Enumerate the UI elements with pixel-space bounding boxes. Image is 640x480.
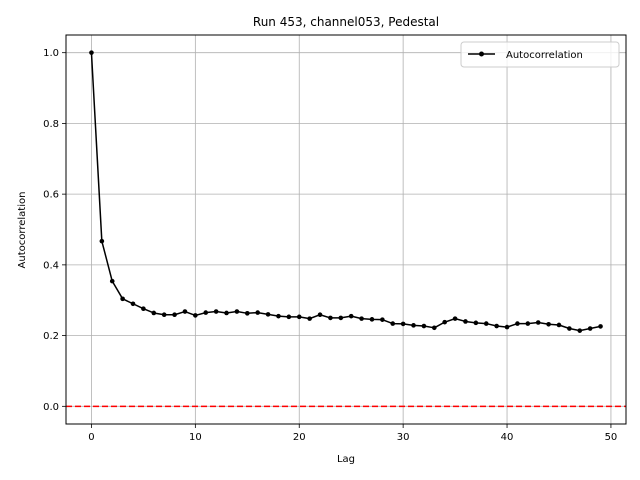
data-point bbox=[276, 313, 281, 319]
data-point bbox=[244, 311, 250, 316]
data-point bbox=[141, 306, 146, 312]
data-point bbox=[546, 321, 551, 327]
data-point bbox=[317, 312, 323, 318]
data-point bbox=[213, 309, 219, 314]
data-point bbox=[473, 320, 479, 326]
data-point bbox=[203, 310, 209, 315]
series-layer bbox=[89, 50, 603, 333]
y-tick-label: 0.8 bbox=[43, 119, 59, 130]
y-axis-label: Autocorrelation bbox=[17, 192, 28, 269]
data-point bbox=[421, 323, 427, 329]
data-point bbox=[598, 324, 603, 329]
x-axis-label: Lag bbox=[337, 454, 355, 465]
data-point bbox=[452, 316, 458, 321]
data-point bbox=[369, 317, 375, 322]
data-point bbox=[130, 301, 136, 307]
x-tick-label: 20 bbox=[293, 432, 306, 443]
data-point bbox=[307, 316, 312, 321]
data-point bbox=[442, 319, 448, 325]
y-tick-label: 0.2 bbox=[43, 331, 59, 342]
x-tick-label: 30 bbox=[397, 432, 410, 443]
data-point bbox=[265, 312, 271, 317]
data-point bbox=[556, 322, 562, 328]
data-point bbox=[567, 326, 572, 331]
data-point bbox=[348, 313, 354, 319]
x-tick-label: 0 bbox=[88, 432, 94, 443]
x-axis-ticks: 0 10 20 30 40 50 bbox=[88, 424, 617, 443]
legend-box bbox=[460, 41, 620, 68]
x-tick-label: 50 bbox=[605, 432, 618, 443]
data-point bbox=[390, 321, 396, 326]
data-point bbox=[99, 238, 105, 244]
legend-marker-swatch bbox=[479, 51, 484, 57]
y-tick-label: 0.4 bbox=[43, 260, 59, 271]
y-tick-label: 1.0 bbox=[43, 48, 59, 59]
data-point bbox=[161, 312, 167, 318]
data-point bbox=[172, 312, 177, 318]
legend-label: Autocorrelation bbox=[506, 50, 583, 61]
data-point bbox=[515, 321, 520, 326]
y-tick-label: 0.0 bbox=[43, 402, 59, 413]
plot-frame bbox=[65, 34, 627, 425]
data-point bbox=[234, 309, 240, 314]
data-point bbox=[483, 321, 489, 326]
data-point bbox=[494, 323, 499, 329]
data-point bbox=[535, 320, 541, 325]
data-point bbox=[411, 323, 416, 328]
data-point bbox=[380, 317, 385, 322]
data-point bbox=[255, 310, 260, 315]
data-point bbox=[577, 328, 583, 333]
y-tick-label: 0.6 bbox=[43, 190, 59, 201]
data-point bbox=[328, 315, 333, 321]
data-point bbox=[338, 315, 344, 321]
data-point bbox=[587, 326, 593, 331]
data-point bbox=[525, 321, 531, 326]
data-point bbox=[151, 310, 157, 316]
data-point bbox=[89, 50, 94, 55]
y-axis-ticks: 0.0 0.2 0.4 0.6 0.8 1.0 bbox=[43, 48, 66, 413]
data-point bbox=[182, 309, 188, 314]
data-point bbox=[120, 296, 125, 302]
data-point bbox=[109, 278, 115, 284]
data-point bbox=[286, 314, 292, 320]
data-point bbox=[224, 310, 229, 316]
x-tick-label: 40 bbox=[501, 432, 514, 443]
data-point bbox=[193, 313, 198, 318]
data-point bbox=[432, 325, 437, 331]
data-point bbox=[463, 319, 468, 324]
chart-title: Run 453, channel053, Pedestal bbox=[253, 15, 439, 29]
data-point bbox=[359, 316, 364, 321]
data-point bbox=[504, 324, 510, 330]
legend: Autocorrelation bbox=[460, 41, 620, 68]
data-point bbox=[296, 314, 302, 320]
x-tick-label: 10 bbox=[189, 432, 202, 443]
data-point bbox=[400, 321, 406, 327]
